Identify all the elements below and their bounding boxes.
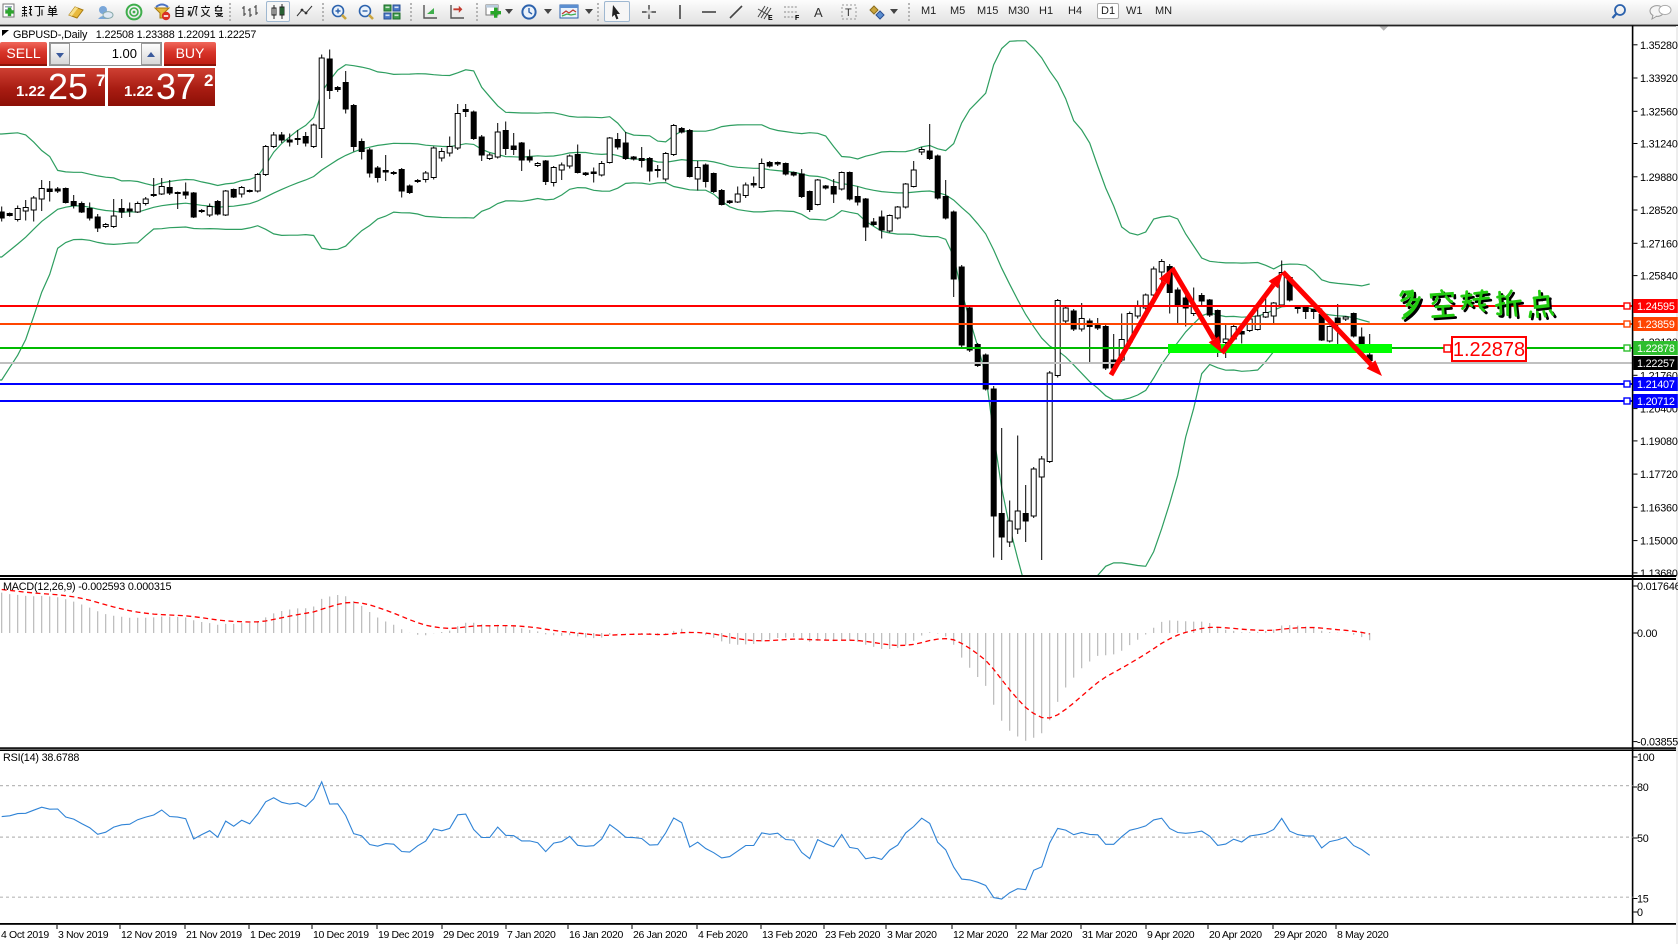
svg-text:-0.03855: -0.03855 xyxy=(1637,737,1678,749)
svg-text:16 Jan 2020: 16 Jan 2020 xyxy=(569,929,623,941)
svg-text:1.28520: 1.28520 xyxy=(1640,205,1678,217)
svg-text:1.15000: 1.15000 xyxy=(1640,536,1678,548)
svg-text:13 Feb 2020: 13 Feb 2020 xyxy=(762,929,818,941)
svg-text:GBPUSD-,Daily 1.22508 1.2338: GBPUSD-,Daily 1.22508 1.23388 1.22091 1.… xyxy=(13,29,256,41)
svg-text:20 Apr 2020: 20 Apr 2020 xyxy=(1209,929,1262,941)
svg-text:22 Mar 2020: 22 Mar 2020 xyxy=(1017,929,1073,941)
svg-text:12 Nov 2019: 12 Nov 2019 xyxy=(121,929,177,941)
svg-text:31 Mar 2020: 31 Mar 2020 xyxy=(1082,929,1138,941)
svg-text:29 Apr 2020: 29 Apr 2020 xyxy=(1274,929,1327,941)
svg-text:1.23859: 1.23859 xyxy=(1637,319,1675,331)
svg-text:29 Dec 2019: 29 Dec 2019 xyxy=(443,929,499,941)
svg-text:E: E xyxy=(768,15,773,21)
svg-text:1.17720: 1.17720 xyxy=(1640,469,1678,481)
svg-text:1.24595: 1.24595 xyxy=(1637,301,1675,313)
svg-text:1.35280: 1.35280 xyxy=(1640,40,1678,52)
svg-text:1.21407: 1.21407 xyxy=(1637,379,1675,391)
svg-text:0: 0 xyxy=(1637,907,1643,919)
svg-text:4 Feb 2020: 4 Feb 2020 xyxy=(698,929,748,941)
svg-text:0.00: 0.00 xyxy=(1637,628,1657,640)
svg-text:19 Dec 2019: 19 Dec 2019 xyxy=(378,929,434,941)
svg-text:1.20712: 1.20712 xyxy=(1637,396,1675,408)
svg-text:26 Jan 2020: 26 Jan 2020 xyxy=(633,929,687,941)
svg-text:1.31240: 1.31240 xyxy=(1640,139,1678,151)
svg-text:1.33920: 1.33920 xyxy=(1640,73,1678,85)
svg-text:3 Mar 2020: 3 Mar 2020 xyxy=(887,929,937,941)
svg-text:9 Apr 2020: 9 Apr 2020 xyxy=(1147,929,1195,941)
svg-text:50: 50 xyxy=(1637,833,1649,845)
svg-text:1.22878: 1.22878 xyxy=(1637,343,1675,355)
svg-text:T: T xyxy=(845,7,852,19)
svg-text:1.27160: 1.27160 xyxy=(1640,238,1678,250)
svg-text:3 Nov 2019: 3 Nov 2019 xyxy=(58,929,109,941)
svg-text:4 Oct 2019: 4 Oct 2019 xyxy=(1,929,49,941)
svg-text:1.32560: 1.32560 xyxy=(1640,106,1678,118)
svg-text:1.25840: 1.25840 xyxy=(1640,271,1678,283)
svg-text:7 Jan 2020: 7 Jan 2020 xyxy=(507,929,556,941)
svg-text:F: F xyxy=(795,15,800,21)
svg-text:1.19080: 1.19080 xyxy=(1640,436,1678,448)
svg-text:1.22878: 1.22878 xyxy=(1453,339,1525,361)
svg-text:12 Mar 2020: 12 Mar 2020 xyxy=(953,929,1009,941)
svg-text:RSI(14) 38.6788: RSI(14) 38.6788 xyxy=(3,752,79,764)
svg-text:0.017646: 0.017646 xyxy=(1637,581,1678,593)
svg-text:1 Dec 2019: 1 Dec 2019 xyxy=(250,929,301,941)
svg-text:1.22257: 1.22257 xyxy=(1637,358,1675,370)
svg-text:21 Nov 2019: 21 Nov 2019 xyxy=(186,929,242,941)
svg-text:1.16360: 1.16360 xyxy=(1640,502,1678,514)
svg-text:1.13680: 1.13680 xyxy=(1640,568,1678,580)
svg-text:10 Dec 2019: 10 Dec 2019 xyxy=(313,929,369,941)
svg-text:80: 80 xyxy=(1637,782,1649,794)
svg-text:MACD(12,26,9) -0.002593 0.0003: MACD(12,26,9) -0.002593 0.000315 xyxy=(3,581,171,593)
svg-text:23 Feb 2020: 23 Feb 2020 xyxy=(825,929,881,941)
svg-text:8 May 2020: 8 May 2020 xyxy=(1337,929,1389,941)
svg-text:100: 100 xyxy=(1637,752,1655,764)
svg-text:A: A xyxy=(814,5,823,20)
svg-text:1.29880: 1.29880 xyxy=(1640,172,1678,184)
svg-text:15: 15 xyxy=(1637,894,1649,906)
